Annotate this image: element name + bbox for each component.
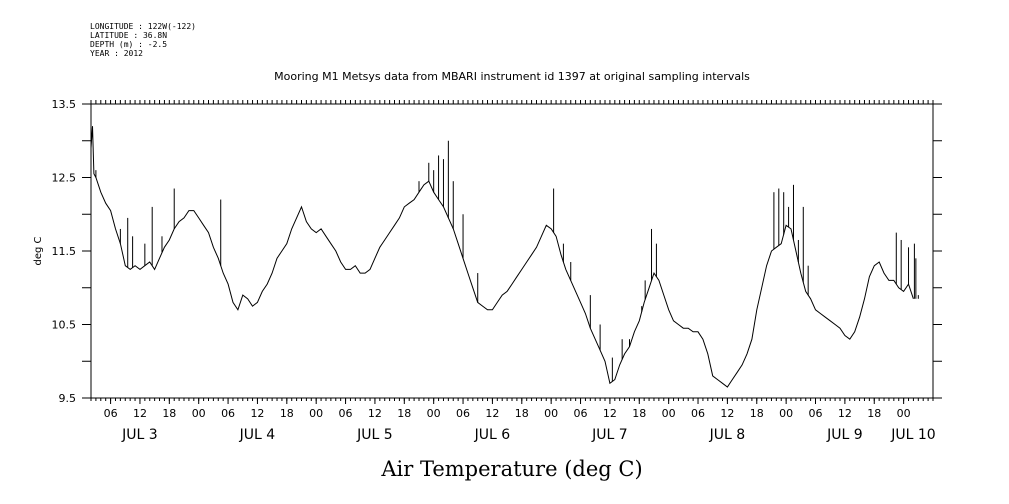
- x-tick-label: 00: [897, 407, 911, 420]
- y-tick-label: 13.5: [52, 98, 77, 111]
- x-day-label: JUL 9: [826, 427, 863, 443]
- x-tick-label: 12: [603, 407, 617, 420]
- latitude-text: LATITUDE : 36.8N: [90, 31, 168, 40]
- x-tick-label: 12: [133, 407, 147, 420]
- y-tick-label: 9.5: [59, 392, 77, 405]
- x-tick-label: 18: [280, 407, 294, 420]
- x-tick-label: 12: [368, 407, 382, 420]
- x-tick-label: 06: [339, 407, 353, 420]
- x-tick-label: 06: [574, 407, 588, 420]
- x-tick-label: 06: [809, 407, 823, 420]
- air-temperature-line: [90, 126, 914, 388]
- y-axis-ticks: 9.5 10.5 11.5 12.5 13.5: [52, 98, 942, 405]
- x-tick-label: 18: [515, 407, 529, 420]
- top-minor-ticks: [90, 100, 934, 401]
- x-day-label: JUL 8: [709, 427, 746, 443]
- x-tick-label: 00: [427, 407, 441, 420]
- x-day-label: JUL 3: [121, 427, 158, 443]
- x-day-label: JUL 7: [591, 427, 628, 443]
- spike-series: [95, 140, 919, 382]
- x-tick-label: 18: [632, 407, 646, 420]
- x-tick-label: 00: [544, 407, 558, 420]
- x-day-label: JUL 10: [890, 427, 935, 443]
- chart-title: Mooring M1 Metsys data from MBARI instru…: [274, 70, 750, 83]
- x-tick-label: 18: [162, 407, 176, 420]
- x-tick-label: 12: [485, 407, 499, 420]
- x-tick-label: 06: [456, 407, 470, 420]
- y-tick-label: 10.5: [52, 319, 77, 332]
- x-tick-label: 12: [720, 407, 734, 420]
- depth-text: DEPTH (m) : -2.5: [90, 40, 168, 49]
- y-axis-label: deg C: [33, 236, 44, 265]
- x-day-label: JUL 5: [356, 427, 393, 443]
- x-tick-label: 00: [192, 407, 206, 420]
- year-text: YEAR : 2012: [90, 49, 143, 58]
- x-axis-ticks: 06 12 18 00 06 12 18 00 06 12 18 00 06 12 18 00 06 12 18 00…: [104, 398, 936, 443]
- x-tick-label: 06: [221, 407, 235, 420]
- x-day-label: JUL 6: [474, 427, 511, 443]
- x-tick-label: 06: [691, 407, 705, 420]
- x-axis-label: Air Temperature (deg C): [380, 457, 642, 481]
- y-tick-label: 11.5: [52, 245, 77, 258]
- x-tick-label: 00: [662, 407, 676, 420]
- x-tick-label: 00: [779, 407, 793, 420]
- plot-frame: [90, 103, 934, 399]
- metadata-block: LONGITUDE : 122W(-122) LATITUDE : 36.8N …: [90, 22, 196, 58]
- x-tick-label: 00: [309, 407, 323, 420]
- x-tick-label: 18: [397, 407, 411, 420]
- x-tick-label: 18: [867, 407, 881, 420]
- y-tick-label: 12.5: [52, 172, 77, 185]
- x-tick-label: 06: [104, 407, 118, 420]
- x-day-label: JUL 4: [239, 427, 276, 443]
- x-tick-label: 12: [838, 407, 852, 420]
- longitude-text: LONGITUDE : 122W(-122): [90, 22, 196, 31]
- x-tick-label: 12: [250, 407, 264, 420]
- x-tick-label: 18: [750, 407, 764, 420]
